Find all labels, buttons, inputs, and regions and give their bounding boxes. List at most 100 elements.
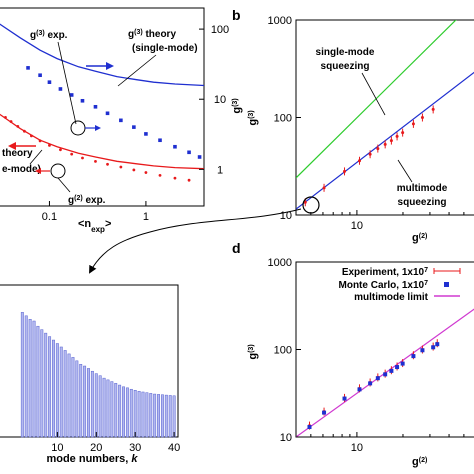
- y-tick-label-2: 1000: [268, 257, 292, 269]
- series-3-point-15: [144, 171, 148, 174]
- bar-mode-20: [94, 373, 98, 438]
- series-2-point-11: [420, 116, 424, 119]
- series-3-point-6: [38, 139, 42, 143]
- annotation-g3-theory: g(3) theory: [128, 29, 176, 41]
- bar-mode-36: [157, 394, 160, 438]
- panel-d-ylabel: g(3): [247, 344, 259, 359]
- series-2-point-9: [400, 361, 405, 366]
- panel-d-marks: [296, 308, 474, 437]
- y-tick-label-1: 100: [274, 345, 292, 357]
- arrow-right-small-blue: [85, 125, 101, 131]
- panel-b-ylabel: g(3): [247, 110, 259, 125]
- series-3-point-12: [106, 162, 109, 166]
- series-3-point-17: [173, 176, 177, 180]
- leader-line-g2-theory: [29, 149, 43, 165]
- bar-mode-32: [141, 391, 145, 438]
- panel-letter-b: b: [232, 7, 241, 23]
- series-2-point-0: [307, 425, 312, 430]
- bar-mode-5: [36, 325, 40, 438]
- y-tick-label-1: 10: [214, 94, 226, 106]
- legend-marker-experiment: [433, 268, 461, 274]
- legend-label-montecarlo: Monte Carlo, 1x107: [339, 280, 429, 292]
- panel-letter-d: d: [232, 240, 241, 256]
- series-1-point-8: [119, 118, 123, 123]
- series-1-point-1: [38, 73, 42, 78]
- bar-mode-13: [67, 353, 71, 438]
- series-1-point-12: [173, 144, 177, 149]
- x-tick-label-1: 1: [143, 211, 149, 223]
- annotation-multimode-line2: squeezing: [398, 197, 447, 208]
- series-3-point-4: [22, 129, 26, 133]
- bar-mode-33: [145, 392, 149, 438]
- legend: Experiment, 1x107 Monte Carlo, 1x107 mul…: [339, 267, 461, 303]
- series-2-point-10: [411, 354, 416, 359]
- bar-mode-16: [79, 364, 83, 438]
- bar-mode-28: [125, 387, 129, 438]
- series-1-point-4: [69, 93, 74, 97]
- series-1-point-7: [105, 111, 110, 116]
- annotation-multimode: multimode: [397, 183, 448, 194]
- y-tick-label-0: 10: [280, 432, 292, 444]
- series-2-point-7: [389, 139, 393, 143]
- y-tick-label-2: 100: [211, 24, 229, 36]
- bar-mode-7: [44, 332, 48, 438]
- bar-mode-19: [90, 370, 94, 438]
- bar-mode-11: [59, 346, 63, 438]
- leader-line-multimode: [397, 159, 413, 183]
- series-1-point-5: [80, 98, 85, 103]
- series-1-point-10: [144, 132, 148, 136]
- series-2-point-13: [435, 342, 440, 347]
- bar-mode-21: [98, 375, 102, 438]
- series-1-point-13: [187, 150, 191, 155]
- series-2-point-6: [383, 372, 388, 377]
- series-3-point-8: [59, 148, 62, 152]
- series-3-point-2: [9, 120, 13, 123]
- highlight-circle-g2: [50, 163, 66, 179]
- annotation-g2-theory: theory: [2, 148, 33, 159]
- x-tick-label-3: 40: [168, 442, 180, 454]
- annotation-g3-theory-line2: (single-mode): [132, 43, 198, 54]
- panel-d-xlabel: g(2): [412, 456, 427, 468]
- panel-b-xlabel: g(2): [412, 232, 427, 244]
- x-tick-label-2: 30: [129, 442, 141, 454]
- panel-a-frame: [0, 7, 205, 207]
- y-tick-label-2: 1000: [268, 15, 292, 27]
- arrow-left-small-red: [35, 168, 50, 174]
- panel-a-ticks: 0.1 1 1 10 100: [42, 24, 229, 223]
- bar-mode-18: [87, 368, 90, 438]
- x-tick-label-1: 20: [90, 442, 102, 454]
- panel-a-marks: [0, 23, 205, 182]
- bar-mode-4: [32, 320, 36, 438]
- series-3-point-1: [4, 116, 7, 119]
- series-2-point-12: [431, 345, 436, 350]
- panel-a-xlabel: <nexp>: [78, 218, 111, 234]
- series-2-point-3: [358, 159, 362, 163]
- panel-a: 0.1 1 1 10 100 g(3) exp. g(3) theory (single…: [0, 7, 243, 234]
- series-1-point-2: [47, 80, 52, 84]
- x-tick-label-0: 10: [351, 442, 363, 454]
- annotation-g2-theory-line2: e-mode): [2, 164, 41, 175]
- bar-mode-29: [129, 388, 133, 438]
- series-3-point-16: [158, 173, 162, 177]
- bar-mode-14: [71, 357, 75, 438]
- series-2-point-10: [411, 122, 415, 126]
- panel-d: d 10 10 100 1000 Experiment, 1x107 Monte Ca…: [232, 240, 474, 468]
- bar-mode-15: [75, 360, 79, 438]
- highlight-circle-b: [302, 196, 320, 214]
- leader-line-g3-exp: [57, 41, 77, 125]
- series-2-point-11: [420, 348, 425, 353]
- x-tick-label-0: 10: [351, 220, 363, 232]
- legend-label-experiment: Experiment, 1x107: [342, 267, 428, 279]
- bar-mode-35: [153, 393, 157, 438]
- y-tick-label-1: 100: [274, 113, 292, 125]
- panel-d-ticks: 10 10 100 1000: [268, 257, 465, 454]
- leader-line-g3-theory: [117, 54, 157, 87]
- bar-mode-6: [40, 329, 44, 438]
- series-2-point-8: [395, 134, 399, 138]
- bar-mode-39: [168, 395, 172, 438]
- legend-marker-montecarlo: [444, 282, 449, 287]
- leader-line-single-mode: [361, 72, 386, 116]
- bar-mode-10: [55, 343, 59, 438]
- series-1-point-6: [93, 104, 98, 109]
